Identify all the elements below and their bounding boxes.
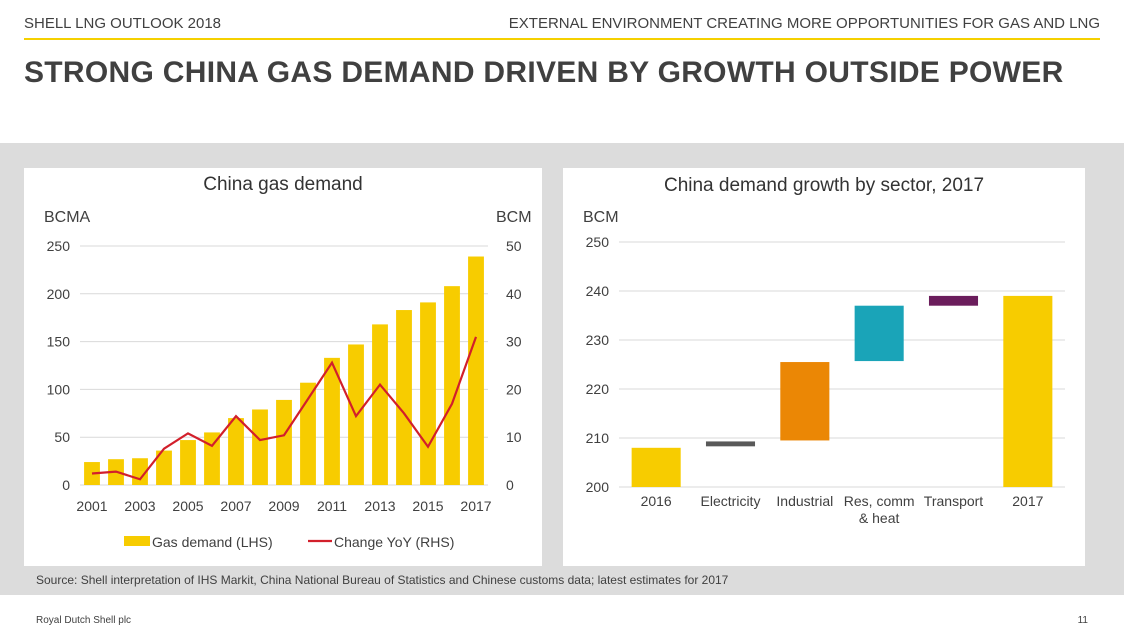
y-tick-label: 220 [586,381,610,397]
header-left-title: SHELL LNG OUTLOOK 2018 [24,15,221,32]
gas-demand-bar [180,440,196,485]
gas-demand-bar [420,302,436,485]
y-axis-label-right: BCM [496,209,532,226]
gas-demand-bar [396,310,412,485]
x-tick-label: 2005 [172,498,203,514]
header-right-title: EXTERNAL ENVIRONMENT CREATING MORE OPPOR… [509,15,1100,32]
gas-demand-bar [468,257,484,485]
y-axis-label-left: BCMA [44,209,91,226]
x-tick-label: 2003 [124,498,155,514]
x-tick-label-line: & heat [859,510,900,526]
x-tick-label: 2007 [220,498,251,514]
chart-title: China demand growth by sector, 2017 [664,175,984,196]
source-note: Source: Shell interpretation of IHS Mark… [36,573,728,587]
y-tick-label: 250 [586,234,610,250]
waterfall-bar-transport [929,296,978,306]
x-tick-label: 2015 [412,498,443,514]
x-tick-label: 2011 [317,498,347,514]
y-tick-label-left: 0 [62,477,70,493]
y-tick-label-left: 150 [47,334,71,350]
x-tick-label-line: Transport [924,493,984,509]
x-tick-label-line: 2017 [1012,493,1043,509]
y-tick-label-left: 250 [47,238,71,254]
y-tick-label-right: 40 [506,286,522,302]
x-tick-label: 2009 [268,498,299,514]
waterfall-bar-2016 [632,448,681,487]
y-tick-label-left: 200 [47,286,71,302]
x-tick-label-line: 2016 [641,493,672,509]
y-tick-label-right: 20 [506,381,522,397]
y-tick-label-right: 10 [506,429,522,445]
x-tick-label-transport: Transport [924,493,984,509]
chart-title: China gas demand [203,174,363,195]
x-tick-label-2017: 2017 [1012,493,1043,509]
china-gas-demand-panel: China gas demand BCMA BCM 0 50 100 150 200 250 0 1… [24,168,542,566]
china-gas-demand-chart: China gas demand BCMA BCM 0 50 100 150 200 250 0 1… [24,168,542,566]
y-axis-label: BCM [583,209,619,226]
x-tick-label-line: Electricity [701,493,761,509]
footer-page-number: 11 [1078,615,1088,626]
footer-company: Royal Dutch Shell plc [36,615,131,626]
y-tick-label: 240 [586,283,610,299]
gas-demand-bar [372,324,388,485]
x-tick-label-electricity: Electricity [701,493,761,509]
gas-demand-bar [252,409,268,485]
y-tick-label: 200 [586,479,610,495]
legend-label-gas-demand: Gas demand (LHS) [152,534,273,550]
x-tick-label-industrial: Industrial [776,493,833,509]
waterfall-bar-2017 [1003,296,1052,487]
gas-demand-bar [276,400,292,485]
demand-growth-by-sector-chart: China demand growth by sector, 2017 BCM 20… [563,168,1085,566]
y-tick-label-right: 0 [506,477,514,493]
x-tick-label-line: Industrial [776,493,833,509]
y-tick-label-right: 30 [506,334,522,350]
y-tick-label-left: 100 [47,381,71,397]
x-tick-label-res-comm-heat: Res, comm & heat [844,493,915,526]
x-tick-label: 2013 [364,498,395,514]
x-tick-label-2016: 2016 [641,493,672,509]
y-tick-label: 210 [586,430,610,446]
page-title: STRONG CHINA GAS DEMAND DRIVEN BY GROWTH… [24,56,1064,90]
y-tick-label-right: 50 [506,238,522,254]
gas-demand-bar [228,418,244,485]
y-tick-label-left: 50 [54,429,70,445]
waterfall-bar-industrial [780,362,829,440]
waterfall-bar-res-comm-heat [855,306,904,361]
demand-growth-by-sector-panel: China demand growth by sector, 2017 BCM 20… [563,168,1085,566]
x-tick-label: 2001 [76,498,107,514]
legend-label-change-yoy: Change YoY (RHS) [334,534,454,550]
waterfall-bar-electricity [706,441,755,446]
y-tick-label: 230 [586,332,610,348]
legend-swatch-gas-demand [124,536,150,546]
x-tick-label: 2017 [460,498,491,514]
x-tick-label-line: Res, comm [844,493,915,509]
header-divider [24,38,1100,40]
